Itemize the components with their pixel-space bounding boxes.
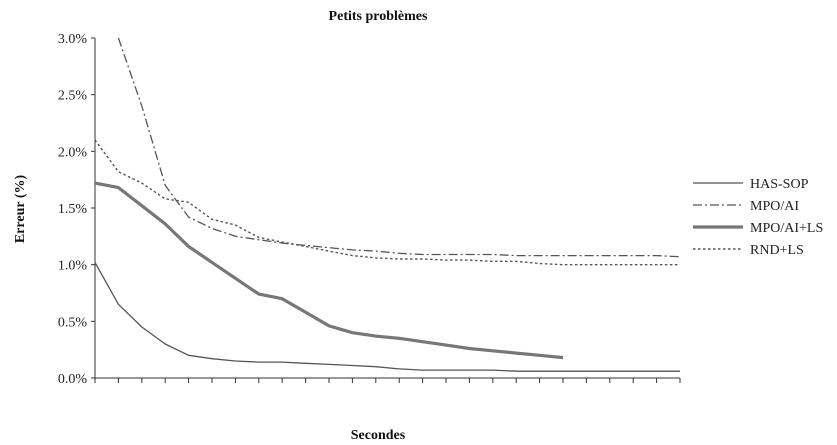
y-tick-label: 1.0% [58, 259, 88, 274]
y-tick-label: 2.0% [58, 145, 88, 160]
series-line-has-sop [94, 262, 680, 372]
series-line-mpo-ai [117, 37, 681, 258]
x-axis-label: Secondes [351, 428, 406, 443]
legend-label: MPO/AI [750, 199, 799, 214]
series-line-rnd-ls [94, 139, 680, 266]
y-tick-label: 2.5% [58, 89, 88, 104]
y-tick-label: 3.0% [58, 32, 88, 47]
legend: HAS-SOP MPO/AI MPO/AI+LS RND+LS [693, 177, 823, 258]
y-tick-label: 0.5% [58, 315, 88, 330]
plot-area: 0.0% 0.5% 1.0% 1.5% 2.0% 2.5% 3.0% [58, 32, 681, 387]
legend-label: MPO/AI+LS [750, 221, 823, 236]
y-axis-label: Erreur (%) [13, 175, 28, 244]
y-tick-label: 0.0% [58, 372, 88, 387]
legend-label: HAS-SOP [750, 177, 809, 192]
legend-label: RND+LS [750, 243, 804, 258]
chart-title: Petits problèmes [329, 9, 428, 24]
y-tick-label: 1.5% [58, 202, 88, 217]
series-line-mpo-ai-ls [94, 181, 564, 360]
